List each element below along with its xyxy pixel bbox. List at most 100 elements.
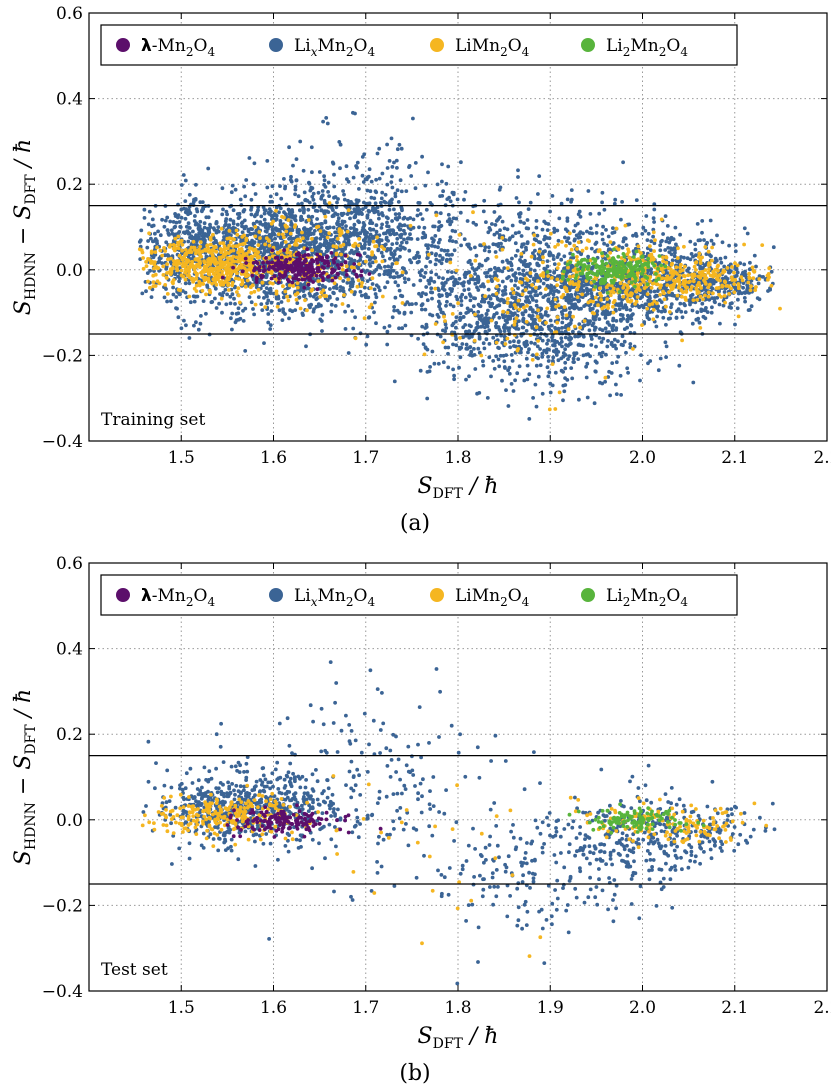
data-point — [448, 293, 452, 297]
data-point — [485, 324, 489, 328]
data-point — [332, 226, 336, 230]
data-point — [696, 317, 700, 321]
data-point — [589, 343, 593, 347]
data-point — [512, 344, 516, 348]
data-point — [437, 362, 441, 366]
data-point — [296, 228, 300, 232]
data-point — [462, 288, 466, 292]
data-point — [232, 208, 236, 212]
data-point — [213, 297, 217, 301]
data-point — [281, 284, 285, 288]
data-point — [417, 225, 421, 229]
data-point — [741, 271, 745, 275]
data-point — [254, 192, 258, 196]
data-point — [287, 145, 291, 149]
data-point — [548, 210, 552, 214]
data-point — [460, 299, 464, 303]
data-point — [552, 271, 556, 275]
data-point — [220, 297, 224, 301]
data-point — [259, 247, 263, 251]
data-point — [590, 294, 594, 298]
data-point — [473, 367, 477, 371]
data-point — [194, 183, 198, 187]
data-point — [469, 294, 473, 298]
data-point — [288, 284, 292, 288]
data-point — [169, 299, 173, 303]
data-point — [511, 224, 515, 228]
data-point — [344, 224, 348, 228]
data-point — [536, 234, 540, 238]
data-point — [577, 343, 581, 347]
data-point — [380, 251, 384, 255]
data-point — [510, 382, 514, 386]
data-point — [441, 285, 445, 289]
data-point — [710, 296, 714, 300]
data-point — [301, 218, 305, 222]
data-point — [482, 210, 486, 214]
data-point — [407, 249, 411, 253]
data-point — [380, 211, 384, 215]
data-point — [140, 248, 144, 252]
data-point — [561, 384, 565, 388]
data-point — [710, 239, 714, 243]
data-point — [564, 343, 568, 347]
data-point — [438, 194, 442, 198]
data-point — [351, 111, 355, 115]
data-point — [429, 276, 433, 280]
data-point — [252, 313, 256, 317]
data-point — [532, 320, 536, 324]
data-point — [554, 371, 558, 375]
data-point — [332, 286, 336, 290]
data-point — [347, 351, 351, 355]
data-point — [368, 221, 372, 225]
data-point — [350, 249, 354, 253]
data-point — [230, 283, 234, 287]
data-point — [184, 323, 188, 327]
data-point — [144, 260, 148, 264]
data-point — [188, 336, 192, 340]
data-point — [537, 257, 541, 261]
data-point — [191, 230, 195, 234]
data-point — [548, 236, 552, 240]
data-point — [619, 313, 623, 317]
data-point — [229, 316, 233, 320]
data-point — [389, 275, 393, 279]
data-point — [464, 378, 468, 382]
data-point — [384, 269, 388, 273]
data-point — [186, 230, 190, 234]
data-point — [441, 189, 445, 193]
data-point — [443, 288, 447, 292]
data-point — [505, 321, 509, 325]
data-point — [180, 216, 184, 220]
data-point — [420, 155, 424, 159]
data-point — [614, 326, 618, 330]
data-point — [206, 167, 210, 171]
data-point — [282, 210, 286, 214]
data-point — [684, 310, 688, 314]
data-point — [300, 202, 304, 206]
data-point — [317, 191, 321, 195]
data-point — [544, 310, 548, 314]
data-point — [658, 248, 662, 252]
data-point — [144, 289, 148, 293]
data-point — [563, 281, 567, 285]
data-point — [694, 248, 698, 252]
data-point — [321, 120, 325, 124]
data-point — [659, 357, 663, 361]
data-point — [438, 238, 442, 242]
data-point — [155, 246, 159, 250]
data-point — [544, 221, 548, 225]
data-point — [336, 197, 340, 201]
data-point — [372, 310, 376, 314]
data-point — [266, 312, 270, 316]
data-point — [601, 238, 605, 242]
data-point — [282, 177, 286, 181]
data-point — [312, 198, 316, 202]
data-point — [436, 183, 440, 187]
data-point — [529, 341, 533, 345]
data-point — [422, 342, 426, 346]
data-point — [206, 260, 210, 264]
data-point — [390, 198, 394, 202]
data-point — [420, 325, 424, 329]
data-point — [431, 240, 435, 244]
